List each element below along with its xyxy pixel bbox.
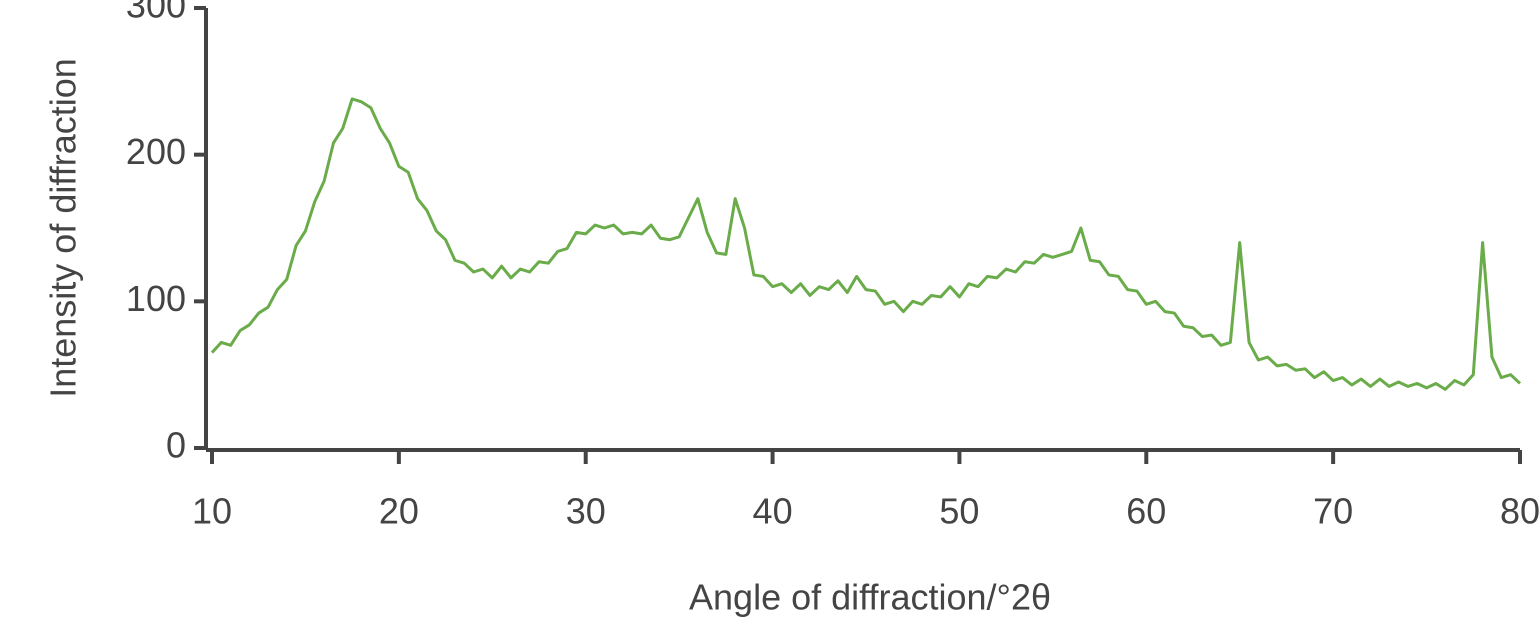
y-tick-label: 200: [126, 131, 186, 172]
x-tick-label: 70: [1313, 491, 1353, 532]
x-tick-label: 40: [753, 491, 793, 532]
y-tick-label: 300: [126, 0, 186, 26]
x-axis-label: Angle of diffraction/°2θ: [689, 577, 1051, 618]
x-tick-label: 20: [379, 491, 419, 532]
x-tick-label: 80: [1500, 491, 1540, 532]
y-tick-label: 100: [126, 278, 186, 319]
data-line: [210, 97, 1522, 391]
y-axis-label: Intensity of diffraction: [43, 58, 84, 398]
x-tick-label: 60: [1126, 491, 1166, 532]
x-tick-label: 30: [566, 491, 606, 532]
x-tick-label: 10: [192, 491, 232, 532]
y-tick-label: 0: [166, 425, 186, 466]
x-tick-label: 50: [939, 491, 979, 532]
